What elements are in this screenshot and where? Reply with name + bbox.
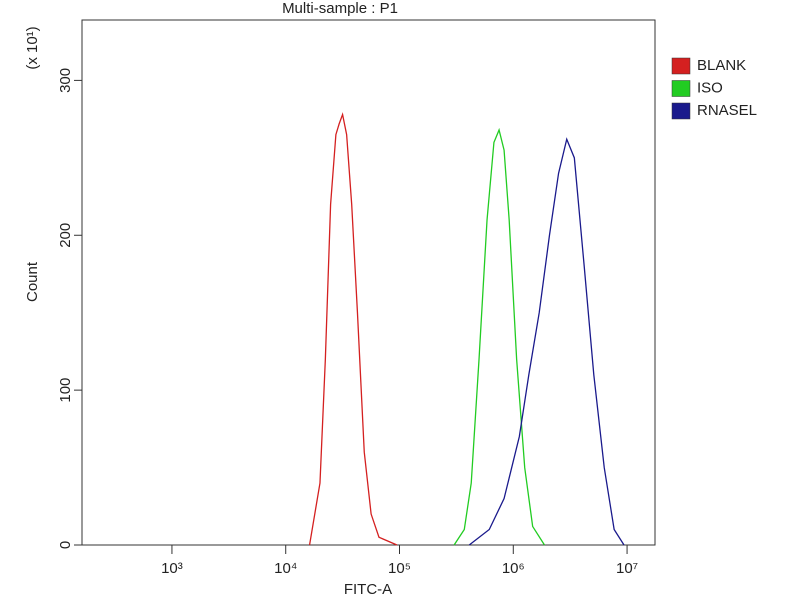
x-tick-label: 10⁴ xyxy=(274,560,297,577)
legend-label: BLANK xyxy=(697,57,746,74)
y-tick-label: 0 xyxy=(57,541,74,549)
legend-swatch xyxy=(671,57,691,75)
x-tick-label: 10⁵ xyxy=(388,560,411,577)
histogram-line xyxy=(308,112,398,546)
y-axis-label: Count xyxy=(24,261,41,302)
histogram-line xyxy=(468,137,625,546)
histogram-line xyxy=(453,127,546,546)
y-tick-label: 200 xyxy=(57,223,74,248)
legend-swatch xyxy=(671,80,691,97)
plot-frame xyxy=(81,19,656,546)
legend-swatch xyxy=(671,102,691,120)
legend-label: ISO xyxy=(697,79,723,96)
x-tick-label: 10⁷ xyxy=(616,560,638,577)
chart-title: Multi-sample : P1 xyxy=(282,0,398,17)
x-tick-label: 10⁶ xyxy=(502,560,525,577)
x-axis-label: FITC-A xyxy=(344,581,392,598)
legend-label: RNASEL xyxy=(697,102,757,119)
y-tick-label: 300 xyxy=(57,68,74,93)
y-multiplier: (x 10¹) xyxy=(24,26,41,69)
x-tick-label: 10³ xyxy=(161,560,183,577)
y-tick-label: 100 xyxy=(57,378,74,403)
